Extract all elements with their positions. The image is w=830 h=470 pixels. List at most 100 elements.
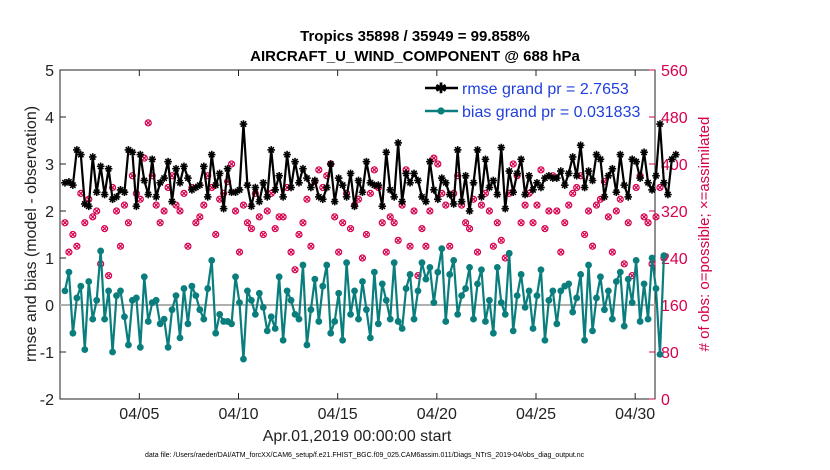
obs-assimilated-point bbox=[561, 219, 568, 226]
bias-point bbox=[414, 287, 422, 295]
obs-possible-point bbox=[521, 201, 529, 209]
obs-assimilated-point bbox=[442, 202, 449, 208]
obs-possible-point bbox=[473, 248, 482, 256]
obs-possible-point bbox=[200, 201, 208, 209]
rmse-point bbox=[394, 139, 402, 147]
obs-assimilated-point bbox=[331, 214, 338, 220]
obs-possible-point bbox=[434, 160, 442, 168]
bias-point bbox=[616, 268, 624, 276]
obs-assimilated-point bbox=[236, 249, 243, 255]
bias-point bbox=[497, 299, 505, 307]
rmse-point bbox=[211, 181, 220, 189]
obs-possible-point bbox=[446, 242, 454, 250]
obs-possible-point bbox=[192, 219, 200, 227]
rmse-point bbox=[291, 157, 299, 166]
bias-series bbox=[61, 245, 668, 363]
rmse-point bbox=[469, 179, 478, 187]
obs-count-markers bbox=[61, 119, 668, 280]
bias-point bbox=[632, 256, 640, 264]
rmse-point bbox=[350, 202, 359, 211]
obs-possible-point bbox=[61, 219, 69, 227]
rmse-point bbox=[481, 155, 490, 164]
obs-assimilated-point bbox=[240, 202, 247, 208]
obs-possible-point bbox=[148, 172, 156, 180]
obs-assimilated-point bbox=[379, 219, 386, 226]
bias-point bbox=[279, 336, 287, 344]
obs-possible-point bbox=[608, 248, 616, 256]
obs-possible-point bbox=[406, 242, 414, 250]
rmse-point bbox=[501, 204, 510, 213]
bias-point bbox=[255, 289, 263, 297]
obs-possible-point bbox=[176, 207, 184, 215]
bias-point bbox=[636, 318, 644, 325]
obs-possible-point bbox=[255, 213, 263, 221]
rmse-point bbox=[374, 181, 383, 189]
y2-tick-label: 240 bbox=[661, 251, 688, 268]
bias-point bbox=[160, 315, 168, 323]
rmse-point bbox=[493, 190, 502, 199]
obs-possible-point bbox=[493, 219, 501, 227]
bias-point bbox=[85, 278, 93, 285]
rmse-point bbox=[69, 181, 77, 189]
obs-possible-point bbox=[160, 207, 168, 215]
bias-point bbox=[97, 247, 105, 255]
bias-point bbox=[271, 325, 279, 332]
bias-point bbox=[652, 285, 660, 292]
bias-point bbox=[589, 327, 596, 335]
obs-assimilated-point bbox=[645, 219, 651, 226]
bias-point bbox=[628, 299, 636, 307]
rmse-point bbox=[648, 186, 656, 194]
bias-point bbox=[132, 294, 140, 302]
rmse-point bbox=[378, 202, 387, 211]
bias-point bbox=[315, 318, 323, 325]
x-tick-label: 04/25 bbox=[516, 406, 556, 423]
bias-point bbox=[73, 294, 81, 302]
obs-assimilated-point bbox=[197, 214, 203, 220]
obs-assimilated-point bbox=[653, 214, 659, 220]
obs-possible-point bbox=[386, 213, 394, 221]
bias-point bbox=[430, 299, 438, 307]
rmse-point bbox=[180, 162, 188, 171]
bias-point bbox=[212, 329, 220, 337]
bias-point bbox=[478, 266, 485, 274]
obs-assimilated-point bbox=[145, 120, 152, 126]
bias-point bbox=[136, 343, 144, 351]
obs-possible-point bbox=[243, 219, 252, 227]
obs-possible-point bbox=[65, 248, 73, 256]
rmse-point bbox=[517, 155, 525, 164]
obs-assimilated-point bbox=[474, 249, 481, 255]
rmse-point bbox=[584, 167, 593, 175]
y-tick-label: 2 bbox=[45, 204, 54, 221]
x-tick-label: 04/30 bbox=[615, 406, 655, 423]
bias-point bbox=[545, 296, 553, 304]
bias-point bbox=[188, 282, 196, 290]
y-tick-label: -2 bbox=[40, 392, 54, 409]
bias-point bbox=[152, 296, 160, 304]
bias-point bbox=[307, 306, 315, 314]
rmse-point bbox=[215, 169, 224, 178]
rmse-point bbox=[235, 186, 244, 194]
rmse-point bbox=[96, 162, 105, 171]
obs-possible-point bbox=[295, 230, 303, 239]
obs-assimilated-point bbox=[74, 243, 80, 250]
obs-possible-point bbox=[231, 207, 240, 215]
obs-possible-point bbox=[291, 266, 299, 274]
bias-point bbox=[259, 303, 267, 311]
rmse-point bbox=[434, 195, 442, 204]
obs-assimilated-point bbox=[423, 243, 429, 250]
rmse-point bbox=[172, 164, 180, 173]
bias-point bbox=[363, 306, 370, 314]
rmse-point bbox=[596, 155, 605, 164]
rmse-point bbox=[279, 193, 287, 201]
bias-point bbox=[65, 268, 73, 276]
rmse-point bbox=[104, 164, 113, 173]
obs-possible-point bbox=[128, 172, 136, 180]
rmse-point bbox=[656, 120, 664, 128]
rmse-point bbox=[132, 202, 141, 211]
bias-point bbox=[462, 285, 469, 292]
bias-point bbox=[470, 315, 477, 323]
bias-point bbox=[168, 306, 176, 314]
rmse-point bbox=[311, 176, 319, 185]
bias-point bbox=[125, 341, 132, 349]
